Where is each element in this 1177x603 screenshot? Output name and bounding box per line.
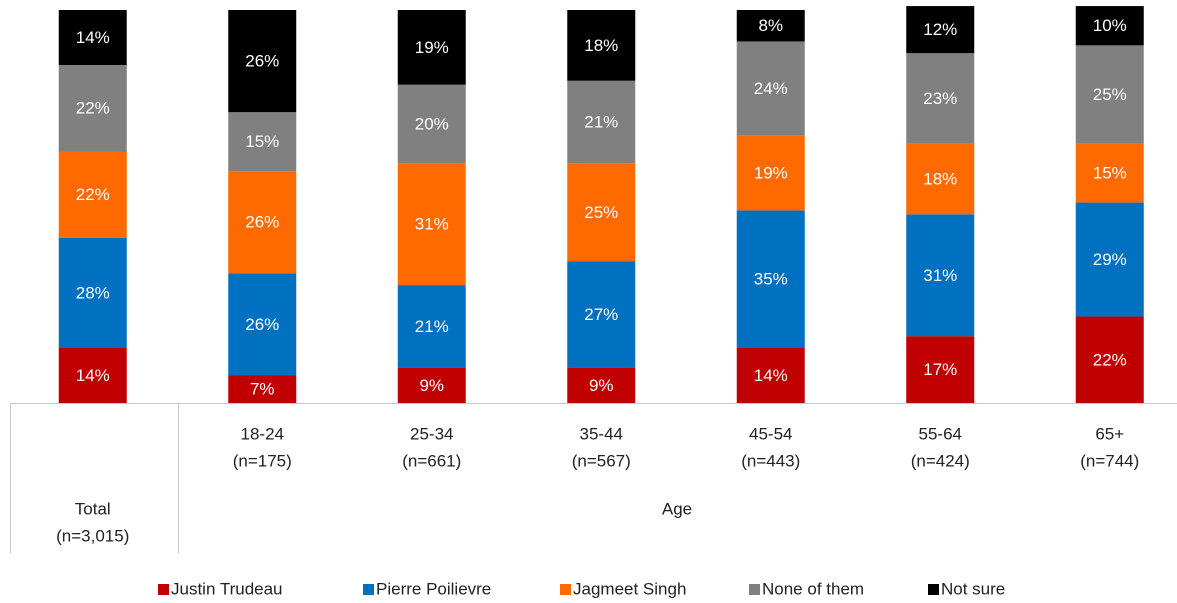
bar-segment — [906, 143, 975, 215]
legend-swatch — [363, 584, 374, 595]
bar-segment — [397, 84, 466, 164]
value-label: 22% — [76, 99, 110, 118]
value-label: 29% — [1093, 250, 1127, 269]
bar-segment — [736, 135, 805, 211]
value-label: 25% — [584, 203, 618, 222]
bar-segment — [228, 112, 297, 172]
value-label: 10% — [1093, 16, 1127, 35]
bar-segment — [228, 375, 297, 403]
bar-segment — [567, 80, 636, 164]
value-label: 28% — [76, 283, 110, 302]
value-label: 14% — [76, 366, 110, 385]
bar-segment — [1075, 6, 1144, 46]
x-tick-label: 25-34 — [410, 424, 453, 443]
value-label: 14% — [754, 366, 788, 385]
bar-segment — [228, 171, 297, 274]
x-tick-label: Total — [75, 499, 111, 518]
bar-segment — [906, 336, 975, 403]
bar-segment — [1075, 316, 1144, 403]
bar-segment — [736, 41, 805, 136]
x-tick-label: 35-44 — [580, 424, 623, 443]
legend-label: None of them — [762, 579, 864, 598]
value-label: 15% — [1093, 164, 1127, 183]
bar-segment — [397, 163, 466, 286]
bar-segment — [567, 261, 636, 368]
value-label: 18% — [923, 169, 957, 188]
value-label: 18% — [584, 36, 618, 55]
bar-segment — [736, 210, 805, 348]
bar-segment — [58, 10, 127, 66]
x-tick-label: (n=175) — [233, 451, 292, 470]
bar-segment — [567, 163, 636, 262]
x-tick-label: (n=3,015) — [56, 526, 129, 545]
bar-segment — [228, 273, 297, 376]
bar-segment — [397, 285, 466, 368]
group-label: Age — [662, 499, 692, 518]
value-label: 9% — [589, 376, 614, 395]
x-tick-label: (n=661) — [402, 451, 461, 470]
x-tick-label: 65+ — [1095, 424, 1124, 443]
legend-swatch — [560, 584, 571, 595]
value-label: 19% — [754, 164, 788, 183]
value-label: 8% — [758, 16, 783, 35]
bar-segment — [1075, 143, 1144, 203]
value-label: 22% — [76, 185, 110, 204]
legend-label: Pierre Poilievre — [376, 579, 491, 598]
x-tick-label: 45-54 — [749, 424, 792, 443]
legend-swatch — [928, 584, 939, 595]
x-tick-label: 18-24 — [241, 424, 284, 443]
bar-segment — [58, 151, 127, 238]
value-label: 31% — [923, 266, 957, 285]
bar-segment — [397, 367, 466, 403]
value-label: 9% — [419, 376, 444, 395]
value-label: 26% — [245, 52, 279, 71]
bar-segment — [58, 65, 127, 152]
legend-swatch — [158, 584, 169, 595]
bar-segment — [906, 214, 975, 337]
value-label: 25% — [1093, 85, 1127, 104]
x-tick-label: (n=443) — [741, 451, 800, 470]
bar-segment — [58, 237, 127, 348]
value-label: 24% — [754, 79, 788, 98]
value-label: 20% — [415, 114, 449, 133]
value-label: 26% — [245, 315, 279, 334]
value-label: 31% — [415, 215, 449, 234]
value-label: 19% — [415, 38, 449, 57]
x-tick-label: (n=424) — [911, 451, 970, 470]
value-label: 15% — [245, 132, 279, 151]
legend-swatch — [749, 584, 760, 595]
legend-label: Not sure — [941, 579, 1005, 598]
value-label: 26% — [245, 213, 279, 232]
value-label: 14% — [76, 28, 110, 47]
value-label: 23% — [923, 89, 957, 108]
bar-segment — [1075, 202, 1144, 317]
x-tick-label: (n=744) — [1080, 451, 1139, 470]
bar-segment — [1075, 45, 1144, 144]
x-tick-label: 55-64 — [919, 424, 962, 443]
value-label: 7% — [250, 380, 275, 399]
bar-segment — [228, 10, 297, 113]
bar-segment — [906, 6, 975, 54]
bar-segment — [567, 10, 636, 81]
bar-segment — [736, 10, 805, 42]
bar-segment — [906, 53, 975, 144]
value-label: 27% — [584, 305, 618, 324]
value-label: 17% — [923, 360, 957, 379]
legend-label: Justin Trudeau — [171, 579, 283, 598]
value-label: 22% — [1093, 350, 1127, 369]
bar-segment — [736, 347, 805, 403]
x-tick-label: (n=567) — [572, 451, 631, 470]
bar-segment — [58, 347, 127, 403]
value-label: 35% — [754, 270, 788, 289]
value-label: 21% — [415, 317, 449, 336]
value-label: 21% — [584, 112, 618, 131]
bar-segment — [567, 367, 636, 403]
value-label: 12% — [923, 20, 957, 39]
bar-segment — [397, 10, 466, 85]
legend-label: Jagmeet Singh — [573, 579, 686, 598]
